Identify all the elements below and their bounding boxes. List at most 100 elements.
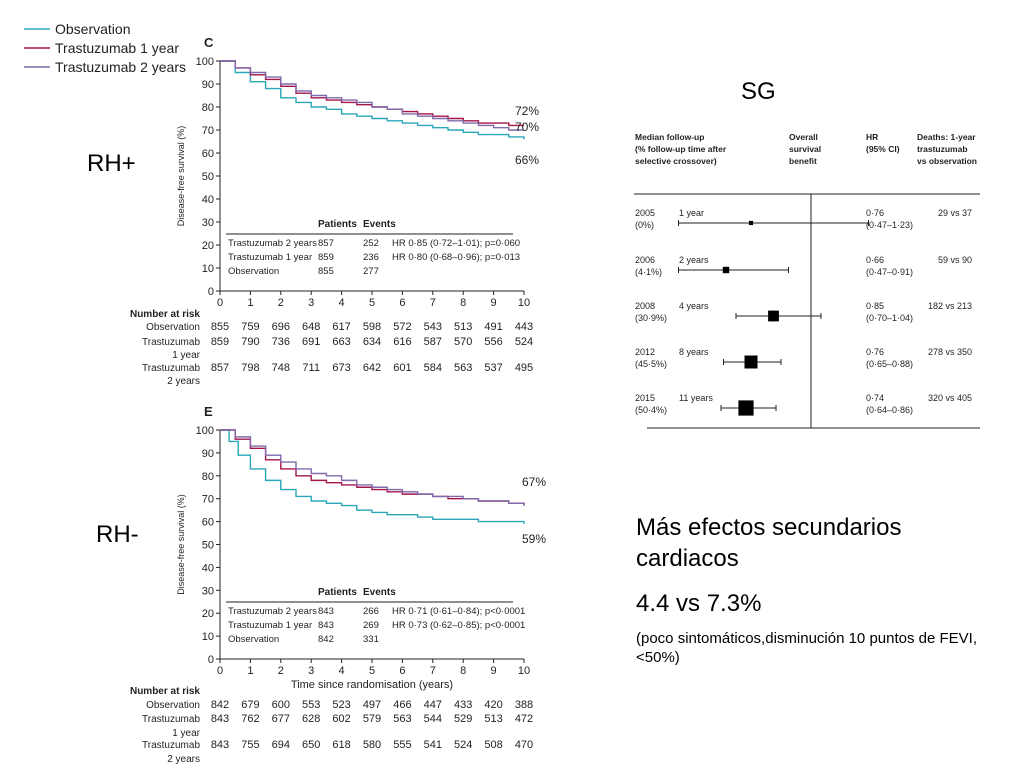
km1-y-tick-label-50: 50 xyxy=(202,171,214,183)
forest-header-col1-line-1: Median follow-up xyxy=(635,132,704,142)
forest-row-3-year: 2008 xyxy=(635,301,655,311)
km2-risk-row-1-label: Observation xyxy=(146,700,200,711)
km2-x-tick-label-10: 10 xyxy=(518,665,530,677)
km2-risk-row-1-value-10: 388 xyxy=(515,699,533,711)
km1-end-label-3: 66% xyxy=(515,153,539,167)
km1-risk-title: Number at risk xyxy=(130,309,200,320)
km1-risk-row-3-value-7: 584 xyxy=(424,362,442,374)
rh-positive-label: RH+ xyxy=(87,150,136,177)
km2-table-row-2-hr: HR 0·73 (0·62–0·85); p<0·0001 xyxy=(392,620,525,631)
km1-end-label-2: 70% xyxy=(515,120,539,134)
km2-risk-row-2-value-9: 513 xyxy=(484,713,502,725)
km1-series-1-line xyxy=(220,60,525,140)
km1-risk-row-2-label: Trastuzumab xyxy=(142,337,200,348)
km1-risk-row-2-value-5: 634 xyxy=(363,336,381,348)
km1-risk-row-1-value-7: 543 xyxy=(424,321,442,333)
km1-x-tick-label-9: 9 xyxy=(491,297,497,309)
forest-row-1-year: 2005 xyxy=(635,208,655,218)
cardiac-rate-text: 4.4 vs 7.3% xyxy=(636,590,762,617)
km1-risk-row-1-value-3: 648 xyxy=(302,321,320,333)
km2-risk-row-2-value-7: 544 xyxy=(424,713,442,725)
km2-table-row-2-events: 269 xyxy=(363,620,379,631)
km1-risk-row-2-value-3: 691 xyxy=(302,336,320,348)
km1-risk-row-3-value-8: 563 xyxy=(454,362,472,374)
km2-y-tick-label-80: 80 xyxy=(202,471,214,483)
km2-risk-row-2-value-8: 529 xyxy=(454,713,472,725)
km2-risk-row-1-value-9: 420 xyxy=(484,699,502,711)
km1-y-tick-label-0: 0 xyxy=(208,286,214,298)
km1-risk-row-2-value-0: 859 xyxy=(211,336,229,348)
km2-risk-row-3-value-0: 843 xyxy=(211,739,229,751)
km1-table-header-events: Events xyxy=(363,219,396,230)
forest-row-5-year: 2015 xyxy=(635,393,655,403)
km1-x-tick-label-6: 6 xyxy=(399,297,405,309)
forest-row-1-hr: 0·76 xyxy=(866,208,884,218)
km1-risk-row-2-value-8: 570 xyxy=(454,336,472,348)
forest-row-3-point xyxy=(768,310,779,322)
km1-risk-row-1-value-4: 617 xyxy=(332,321,350,333)
km2-risk-row-2-value-0: 843 xyxy=(211,713,229,725)
km1-risk-row-3-value-5: 642 xyxy=(363,362,381,374)
km1-y-tick-label-40: 40 xyxy=(202,194,214,206)
forest-row-4-duration: 8 years xyxy=(679,347,709,357)
forest-header-col3-line-2: (95% CI) xyxy=(866,144,900,154)
forest-row-4-ci-text: (0·65–0·88) xyxy=(866,359,913,369)
km1-risk-row-3-label: Trastuzumab xyxy=(142,363,200,374)
km2-risk-row-1-value-4: 523 xyxy=(332,699,350,711)
km2-risk-row-1-value-5: 497 xyxy=(363,699,381,711)
km1-y-tick-label-100: 100 xyxy=(196,56,214,68)
km2-risk-row-2-value-5: 579 xyxy=(363,713,381,725)
forest-row-5-point xyxy=(738,400,754,416)
legend-label-2: Trastuzumab 1 year xyxy=(55,40,179,56)
km1-risk-row-1-label: Observation xyxy=(146,322,200,333)
km1-y-tick-label-30: 30 xyxy=(202,217,214,229)
km2-y-tick-label-70: 70 xyxy=(202,494,214,506)
km1-table-row-2-hr: HR 0·80 (0·68–0·96); p=0·013 xyxy=(392,252,520,263)
km2-risk-row-1-value-1: 679 xyxy=(241,699,259,711)
forest-row-5-pct: (50·4%) xyxy=(635,405,667,415)
km2-risk-row-2-label2: 1 year xyxy=(172,728,200,739)
km2-y-tick-label-0: 0 xyxy=(208,654,214,666)
km1-risk-row-2-label2: 1 year xyxy=(172,350,200,361)
km1-table-row-2-patients: 859 xyxy=(318,252,334,263)
forest-header-col3-line-1: HR xyxy=(866,132,878,142)
side-note-text: (poco sintomáticos,disminución 10 puntos… xyxy=(636,630,978,666)
forest-row-3-pct: (30·9%) xyxy=(635,313,667,323)
km1-risk-row-2-value-1: 790 xyxy=(241,336,259,348)
forest-row-1-deaths: 29 vs 37 xyxy=(938,208,972,218)
km2-x-tick-label-1: 1 xyxy=(247,665,253,677)
km2-risk-row-2-value-10: 472 xyxy=(515,713,533,725)
km1-risk-row-2-value-6: 616 xyxy=(393,336,411,348)
km2-table-row-1-name: Trastuzumab 2 years xyxy=(228,606,317,617)
sg-title: SG xyxy=(741,78,776,105)
km1-x-tick-label-5: 5 xyxy=(369,297,375,309)
rh-negative-label: RH- xyxy=(96,521,139,548)
km2-risk-row-2-label: Trastuzumab xyxy=(142,714,200,725)
km2-risk-title: Number at risk xyxy=(130,686,200,697)
km1-risk-row-1-value-8: 513 xyxy=(454,321,472,333)
km1-risk-row-2-value-9: 556 xyxy=(484,336,502,348)
forest-row-1-point xyxy=(748,220,754,226)
km2-risk-row-3-value-5: 580 xyxy=(363,739,381,751)
km1-table-header-patients: Patients xyxy=(318,219,357,230)
km2-x-tick-label-3: 3 xyxy=(308,665,314,677)
km2-table-row-3-patients: 842 xyxy=(318,634,334,645)
km2-risk-row-3-value-3: 650 xyxy=(302,739,320,751)
forest-header-col4-line-2: trastuzumab xyxy=(917,144,968,154)
km1-table-row-3-patients: 855 xyxy=(318,266,334,277)
forest-row-3-duration: 4 years xyxy=(679,301,709,311)
km2-risk-row-3-value-7: 541 xyxy=(424,739,442,751)
km1-x-tick-label-10: 10 xyxy=(518,297,530,309)
km1-table-row-1-hr: HR 0·85 (0·72–1·01); p=0·060 xyxy=(392,238,520,249)
km2-table-row-2-patients: 843 xyxy=(318,620,334,631)
km1-risk-row-2-value-7: 587 xyxy=(424,336,442,348)
km1-risk-row-2-value-10: 524 xyxy=(515,336,533,348)
km2-y-tick-label-100: 100 xyxy=(196,425,214,437)
km2-risk-row-1-value-3: 553 xyxy=(302,699,320,711)
legend-label-1: Observation xyxy=(55,21,130,37)
forest-row-5-hr: 0·74 xyxy=(866,393,884,403)
km2-y-tick-label-90: 90 xyxy=(202,448,214,460)
km2-risk-row-1-value-0: 842 xyxy=(211,699,229,711)
km1-x-tick-label-1: 1 xyxy=(247,297,253,309)
km2-risk-row-3-value-1: 755 xyxy=(241,739,259,751)
